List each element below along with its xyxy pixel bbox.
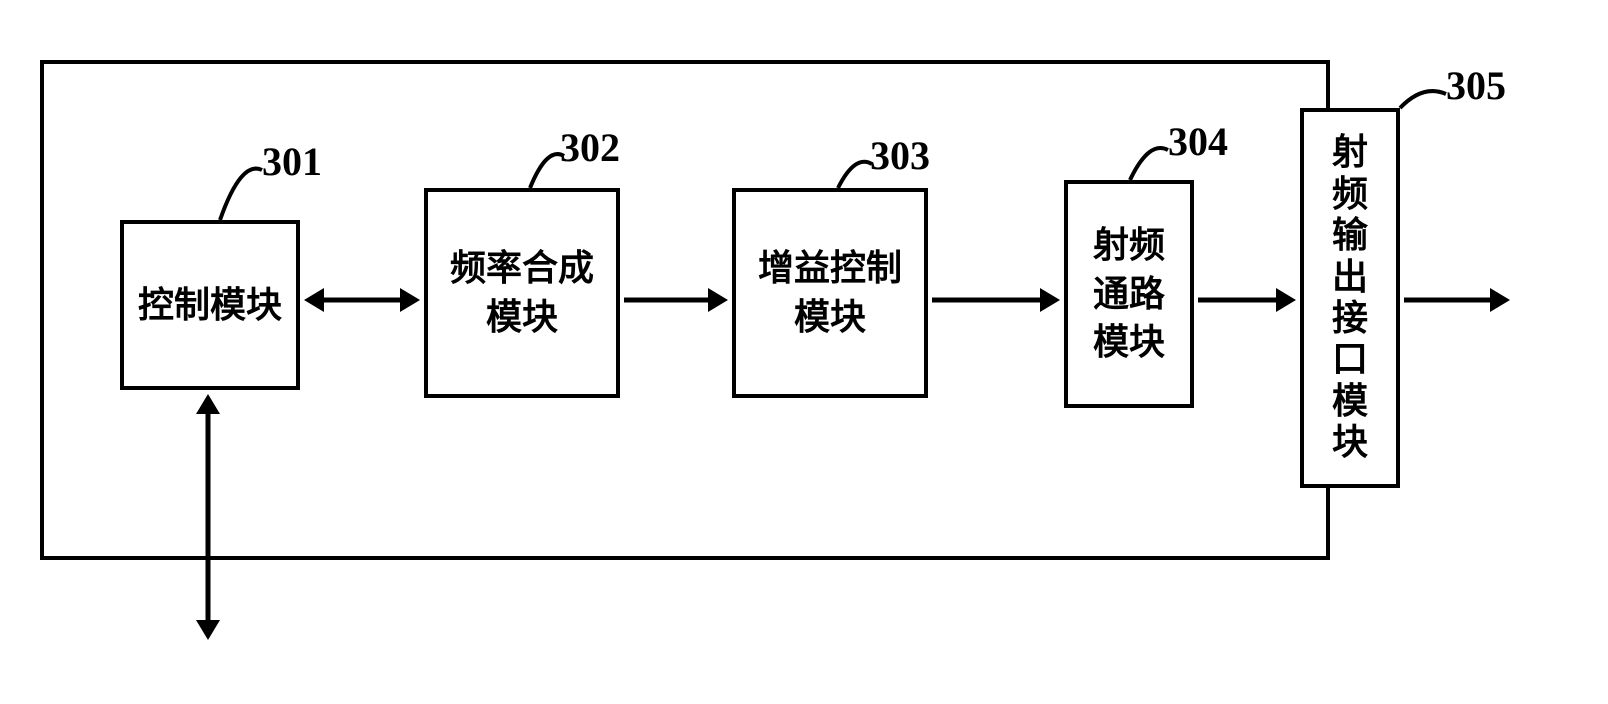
- block-label: 射频输出接口模块: [1332, 132, 1368, 463]
- block-label: 频率合成模块: [450, 244, 594, 341]
- ref-label-302: 302: [560, 124, 620, 171]
- block-b305: 射频输出接口模块: [1300, 108, 1400, 488]
- ref-label-301: 301: [262, 138, 322, 185]
- block-label: 控制模块: [138, 281, 282, 330]
- block-b304: 射频通路模块: [1064, 180, 1194, 408]
- block-label: 增益控制模块: [758, 244, 902, 341]
- ref-label-303: 303: [870, 132, 930, 179]
- ref-label-304: 304: [1168, 118, 1228, 165]
- block-b302: 频率合成模块: [424, 188, 620, 398]
- block-label: 射频通路模块: [1093, 221, 1165, 367]
- block-b301: 控制模块: [120, 220, 300, 390]
- ref-label-305: 305: [1446, 62, 1506, 109]
- block-b303: 增益控制模块: [732, 188, 928, 398]
